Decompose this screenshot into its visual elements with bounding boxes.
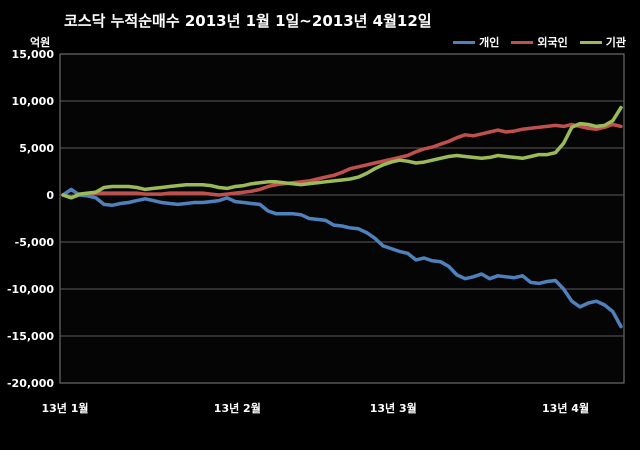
x-tick-label: 13년 1월 xyxy=(41,401,88,415)
legend-swatch-series-2 xyxy=(579,40,602,44)
x-tick-label: 13년 2월 xyxy=(214,401,261,415)
y-axis-ticks: 15,000 10,000 5,000 0 -5,000 -10,000 -15,000 -2… xyxy=(7,48,54,390)
legend-item-series-1: 외국인 xyxy=(511,34,568,50)
legend-label-series-2: 기관 xyxy=(605,36,626,49)
x-tick-label: 13년 4월 xyxy=(542,401,589,415)
series-line-0 xyxy=(61,187,623,329)
x-axis-ticks: 13년 1월 13년 2월 13년 3월 13년 4월 xyxy=(41,401,589,415)
y-tick-label: -20,000 xyxy=(7,377,54,390)
y-tick-label: -15,000 xyxy=(7,330,54,343)
series-line-2 xyxy=(61,105,623,200)
y-tick-label: -10,000 xyxy=(7,283,54,296)
legend-label-series-0: 개인 xyxy=(479,36,500,49)
series-line-1 xyxy=(61,122,623,200)
plot-area xyxy=(59,53,625,384)
chart-title: 코스닥 누적순매수 2013년 1월 1일~2013년 4월12일 xyxy=(64,12,432,30)
y-tick-label: 15,000 xyxy=(12,48,55,61)
y-tick-label: 5,000 xyxy=(19,142,54,155)
legend-swatch-series-0 xyxy=(453,40,476,44)
legend-label-series-1: 외국인 xyxy=(537,36,568,49)
legend-swatch-series-1 xyxy=(511,40,534,44)
y-tick-label: 10,000 xyxy=(12,95,55,108)
legend: 개인 외국인 기관 xyxy=(453,34,626,50)
x-tick-label: 13년 3월 xyxy=(370,401,417,415)
y-tick-label: 0 xyxy=(46,189,54,202)
y-tick-label: -5,000 xyxy=(15,236,55,249)
y-axis-unit-label: 억원 xyxy=(30,36,51,49)
legend-item-series-0: 개인 xyxy=(453,34,499,50)
legend-item-series-2: 기관 xyxy=(579,34,626,50)
series-lines xyxy=(61,105,623,329)
